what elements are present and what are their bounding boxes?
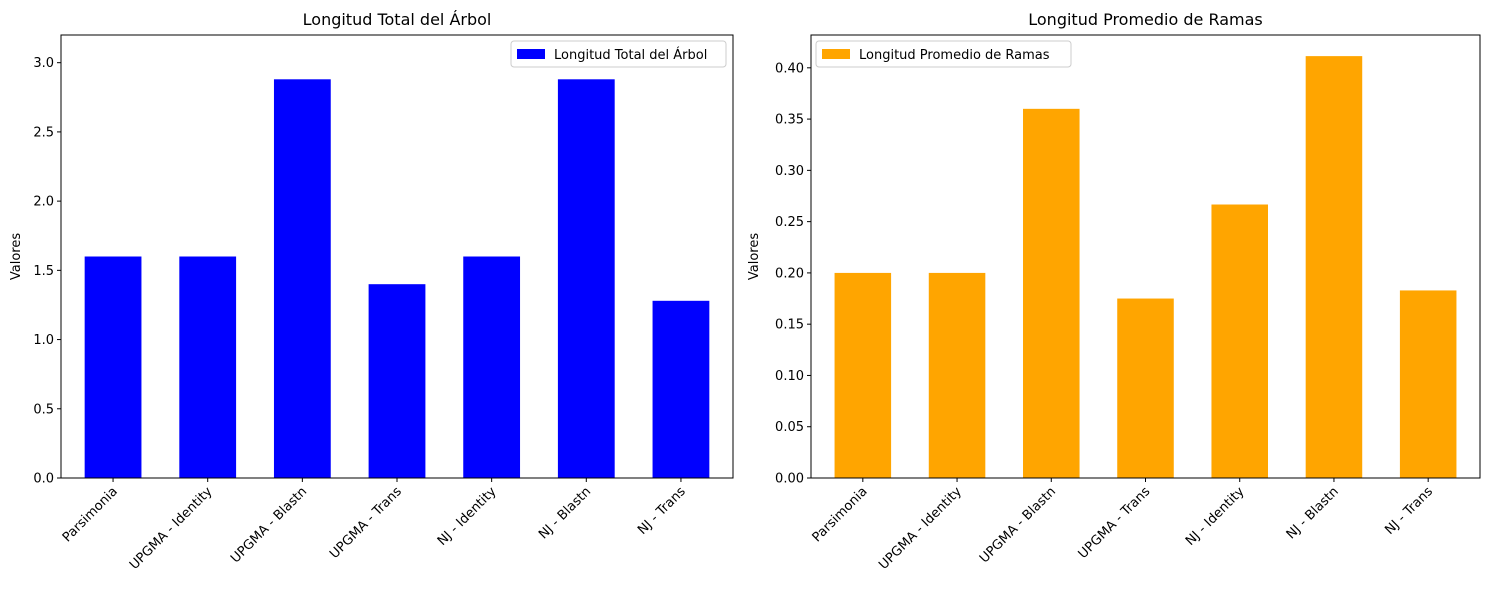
y-tick-label: 0.40 bbox=[775, 61, 804, 76]
bar-parsimonia bbox=[84, 256, 142, 478]
bar-upgma-identity bbox=[928, 272, 986, 478]
legend-swatch bbox=[517, 49, 545, 59]
bar-upgma-trans bbox=[368, 284, 426, 478]
y-tick-label: 0.0 bbox=[33, 472, 54, 487]
y-axis-label: Valores bbox=[747, 233, 762, 280]
y-tick-label: 3.0 bbox=[33, 56, 54, 71]
bar-upgma-blastn bbox=[273, 79, 331, 479]
y-tick-label: 1.0 bbox=[33, 333, 54, 348]
y-tick-label: 0.10 bbox=[775, 369, 804, 384]
legend: Longitud Promedio de Ramas bbox=[815, 40, 1072, 68]
bar-nj-identity bbox=[1211, 204, 1268, 478]
y-tick-label: 2.5 bbox=[33, 125, 54, 140]
bar-nj-blastn bbox=[1305, 56, 1363, 479]
legend: Longitud Total del Árbol bbox=[510, 40, 727, 68]
y-tick-label: 0.20 bbox=[775, 266, 804, 281]
legend-swatch bbox=[822, 49, 850, 59]
y-tick-label: 1.5 bbox=[33, 264, 54, 279]
bar-upgma-blastn bbox=[1023, 108, 1080, 478]
chart-title: Longitud Total del Árbol bbox=[303, 10, 492, 29]
bar-nj-identity bbox=[463, 256, 521, 478]
bar-nj-trans bbox=[1399, 290, 1457, 478]
y-tick-label: 0.00 bbox=[775, 472, 804, 487]
legend-box bbox=[510, 40, 727, 68]
y-tick-label: 2.0 bbox=[33, 195, 54, 210]
bar-upgma-trans bbox=[1117, 298, 1174, 478]
y-tick-label: 0.35 bbox=[775, 113, 804, 128]
bar-nj-trans bbox=[652, 300, 710, 478]
legend-box bbox=[815, 40, 1072, 68]
y-axis-label: Valores bbox=[9, 233, 24, 280]
legend-label: Longitud Total del Árbol bbox=[554, 47, 707, 63]
y-tick-label: 0.5 bbox=[33, 402, 54, 417]
chart-title: Longitud Promedio de Ramas bbox=[1028, 10, 1263, 29]
y-tick-label: 0.30 bbox=[775, 164, 804, 179]
bar-nj-blastn bbox=[557, 79, 615, 479]
y-tick-label: 0.05 bbox=[775, 420, 804, 435]
y-tick-label: 0.15 bbox=[775, 318, 804, 333]
bar-parsimonia bbox=[834, 272, 892, 478]
bar-upgma-identity bbox=[179, 256, 237, 478]
y-tick-label: 0.25 bbox=[775, 215, 804, 230]
legend-label: Longitud Promedio de Ramas bbox=[859, 48, 1050, 63]
